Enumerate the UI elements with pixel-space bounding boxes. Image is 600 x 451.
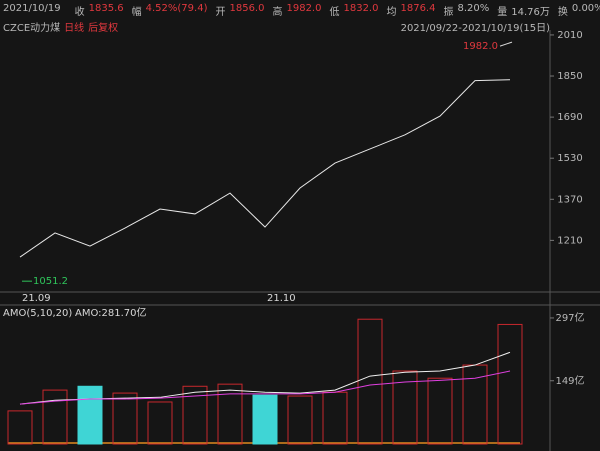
moving-average	[19, 370, 511, 405]
y-tick-label: 297亿	[555, 311, 584, 324]
y-tick-label: 1530	[557, 153, 582, 164]
quote-value: 1832.0	[343, 3, 379, 14]
y-tick-label: 1210	[557, 235, 582, 246]
price-line	[19, 79, 511, 258]
adjust: 后复权	[88, 23, 119, 34]
quote-label: 高	[272, 7, 283, 18]
quote-value: 1856.0	[229, 3, 265, 14]
amount-bar-up	[7, 410, 33, 445]
quote-label: 换	[557, 7, 568, 18]
quote-label: 量	[497, 7, 508, 18]
quote-label: 振	[443, 7, 454, 18]
panel-value: AMO:281.70亿	[75, 306, 147, 319]
amount-bar-up	[112, 392, 138, 445]
quote-value: 14.76万	[511, 7, 550, 18]
x-tick-label: 21.09	[22, 293, 51, 304]
y-tick-label: 1690	[557, 112, 582, 123]
amount-bar-down	[252, 394, 278, 445]
amount-bar-up	[427, 377, 453, 445]
quote-value: 1876.4	[400, 3, 436, 14]
quote-value: 0.00%	[571, 3, 600, 14]
quote-value: 4.52%(79.4)	[145, 3, 208, 14]
panel-title: AMO(5,10,20)	[3, 308, 72, 319]
y-tick-label: 1850	[557, 71, 582, 82]
y-tick-label: 149亿	[555, 374, 584, 387]
amount-bar-up	[497, 323, 523, 445]
date-range: 2021/09/22-2021/10/19(15日)	[400, 23, 550, 34]
amount-bar-up	[357, 318, 383, 445]
amount-bar-up	[147, 401, 173, 445]
quote-value: 8.20%	[457, 3, 490, 14]
quote-label: 开	[215, 7, 226, 18]
amount-bar-down	[77, 385, 103, 445]
amount-bar-up	[182, 385, 208, 445]
y-tick-label: 1370	[557, 194, 582, 205]
quote-label: 低	[329, 7, 340, 18]
x-tick-label: 21.10	[267, 293, 296, 304]
amount-bar-up	[392, 370, 418, 445]
quote-date: 2021/10/19	[3, 3, 61, 14]
quote-label: 幅	[131, 7, 142, 18]
quote-value: 1982.0	[286, 3, 322, 14]
low-label: 1051.2	[33, 276, 68, 287]
period: 日线	[64, 23, 85, 34]
symbol: CZCE动力煤	[3, 23, 61, 34]
quote-label: 均	[386, 7, 397, 18]
quote-value: 1835.6	[88, 3, 124, 14]
quote-header: 2021/10/19 收 1835.6 幅 4.52%(79.4) 开 1856.0 高 19…	[3, 3, 600, 18]
amount-bar-up	[287, 395, 313, 445]
amount-bar-up	[217, 383, 243, 445]
symbol-line: CZCE动力煤 日线 后复权	[3, 19, 118, 34]
amount-bar-up	[42, 389, 68, 445]
high-label: 1982.0	[463, 41, 498, 52]
quote-label: 收	[74, 7, 85, 18]
y-tick-label: 2010	[557, 30, 582, 41]
amount-bar-up	[322, 391, 348, 445]
high-arrow	[499, 41, 513, 47]
